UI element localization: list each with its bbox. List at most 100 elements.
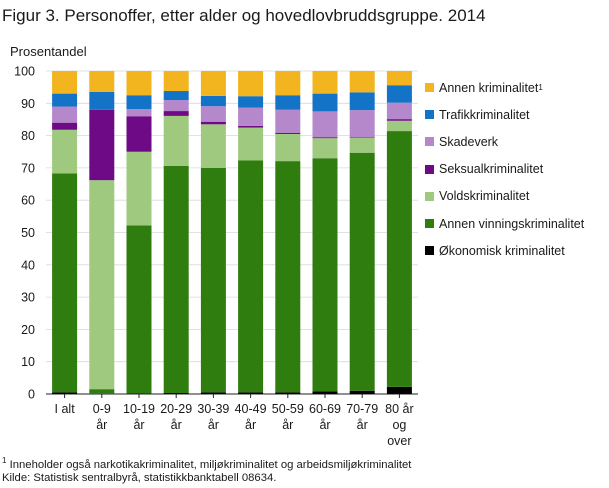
y-tick-label: 80 — [21, 129, 35, 143]
bar-segment — [163, 71, 189, 92]
bar-segment — [386, 131, 412, 387]
bar-segment — [163, 115, 189, 166]
bar-segment — [386, 102, 412, 120]
x-tick-label: 10-19 år — [123, 402, 155, 432]
bar-segment — [200, 71, 226, 96]
bar-segment — [238, 160, 264, 393]
x-tick-label-line: år — [208, 418, 219, 432]
legend-label: Annen vinningskriminalitet — [439, 216, 585, 231]
x-tick-label-line: år — [171, 418, 182, 432]
x-tick-label-line: 40-49 — [235, 402, 267, 416]
x-tick-label: 80 år og over — [385, 402, 414, 448]
x-tick-label: 40-49 år — [235, 402, 267, 432]
bar-segment — [386, 71, 412, 86]
bar-segment — [89, 180, 115, 390]
bar-segment — [89, 91, 115, 110]
x-tick-label-line: 60-69 — [309, 402, 341, 416]
bar-segment — [312, 158, 338, 392]
x-tick-label: 0-9 år — [93, 402, 111, 432]
bar-segment — [163, 100, 189, 112]
footnote-marker: 1 — [2, 456, 7, 466]
bars — [52, 71, 412, 394]
x-tick-label-line: 10-19 — [123, 402, 155, 416]
bar-segment — [89, 71, 115, 92]
bar-segment — [275, 95, 301, 110]
bar-segment — [163, 165, 189, 394]
x-tick-label-line: 70-79 — [346, 402, 378, 416]
bar-segment — [89, 389, 115, 394]
bar-segment — [126, 71, 152, 96]
footnote-note: 1 Inneholder også narkotikakriminalitet,… — [2, 456, 412, 472]
bar-segment — [275, 133, 301, 134]
x-tick-label-line: 50-59 — [272, 402, 304, 416]
footnote: 1 Inneholder også narkotikakriminalitet,… — [2, 456, 412, 485]
bar-segment — [126, 393, 152, 394]
y-tick-label: 0 — [28, 388, 35, 402]
x-tick-label-line: 20-29 — [160, 402, 192, 416]
legend-swatch — [425, 219, 434, 229]
bar-segment — [275, 71, 301, 96]
legend-item: Trafikkriminalitet — [425, 101, 584, 128]
y-tick-label: 90 — [21, 97, 35, 111]
legend-label: Voldskriminalitet — [439, 189, 530, 204]
bar-segment — [126, 151, 152, 226]
legend-swatch — [425, 137, 434, 147]
x-tick-label-line: I alt — [55, 402, 76, 416]
legend-item: Økonomisk kriminalitet — [425, 237, 584, 264]
x-tick-label-line: år — [319, 418, 330, 432]
bar-segment — [163, 393, 189, 394]
bar-segment — [126, 109, 152, 117]
bar-segment — [312, 111, 338, 138]
legend-item: Seksualkriminalitet — [425, 156, 584, 183]
bar-segment — [200, 124, 226, 168]
y-tick-label: 100 — [14, 65, 35, 79]
bar-segment — [200, 392, 226, 394]
bar-segment — [275, 133, 301, 162]
bar-segment — [52, 71, 78, 94]
legend-label: Trafikkriminalitet — [439, 107, 530, 122]
y-tick-label: 40 — [21, 258, 35, 272]
x-tick-label-line: 30-39 — [197, 402, 229, 416]
bar-segment — [312, 93, 338, 112]
x-tick-label-line: og — [392, 418, 406, 432]
bar-segment — [52, 129, 78, 174]
legend-swatch — [425, 191, 434, 201]
legend: Annen kriminalitet 1 Trafikkriminalitet Ska… — [425, 74, 584, 264]
bar-segment — [386, 85, 412, 103]
bar-segment — [200, 106, 226, 122]
legend-label: Seksualkriminalitet — [439, 162, 544, 177]
x-tick-label-line: år — [357, 418, 368, 432]
bar-segment — [349, 152, 375, 391]
bar-segment — [312, 138, 338, 159]
x-tick-label: I alt — [55, 402, 76, 416]
legend-swatch — [425, 246, 434, 256]
footnote-text: Inneholder også narkotikakriminalitet, m… — [6, 459, 412, 471]
x-tick-label: 30-39 år — [197, 402, 229, 432]
bar-segment — [238, 107, 264, 126]
bar-segment — [52, 93, 78, 107]
bar-segment — [349, 110, 375, 138]
y-axis-label: Prosentandel — [10, 44, 87, 59]
bar-segment — [200, 121, 226, 125]
legend-swatch — [425, 83, 434, 93]
y-tick-label: 30 — [21, 291, 35, 305]
legend-item: Annen vinningskriminalitet — [425, 210, 584, 237]
legend-item: Annen kriminalitet 1 — [425, 74, 584, 101]
bar-segment — [238, 96, 264, 108]
x-tick-label: 70-79 år — [346, 402, 378, 432]
bar-segment — [52, 392, 78, 394]
bar-segment — [312, 391, 338, 394]
bar-segment — [275, 161, 301, 393]
bar-segment — [238, 127, 264, 161]
x-tick-label-line: år — [282, 418, 293, 432]
legend-label: Økonomisk kriminalitet — [439, 243, 565, 258]
bar-segment — [200, 167, 226, 393]
x-tick-label: 50-59 år — [272, 402, 304, 432]
bar-segment — [238, 125, 264, 128]
bar-segment — [349, 137, 375, 153]
bar-segment — [89, 109, 115, 181]
bar-segment — [52, 106, 78, 123]
bar-segment — [126, 225, 152, 394]
bar-segment — [386, 386, 412, 394]
